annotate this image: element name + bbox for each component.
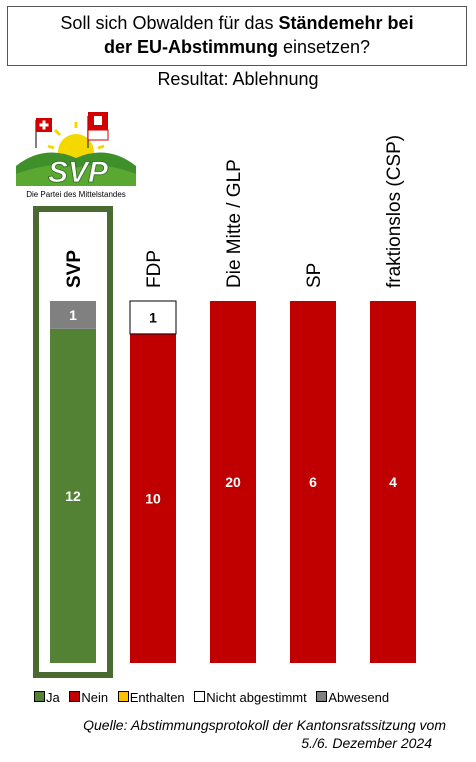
legend-label-enthalten: Enthalten <box>129 690 185 705</box>
data-label-nein-4: 6 <box>309 474 317 490</box>
swiss-flag-icon <box>35 118 52 148</box>
logo-text: SVP <box>48 156 109 189</box>
category-label-2: FDP <box>144 250 165 288</box>
legend-label-abwesend: Abwesend <box>328 690 390 705</box>
bar-nein-4 <box>290 301 336 663</box>
data-label-nein-2: 10 <box>145 490 161 506</box>
data-label-ja-1: 12 <box>65 488 81 504</box>
legend-label-ja: Ja <box>46 690 60 705</box>
source-line-1: Quelle: Abstimmungsprotokoll der Kantons… <box>83 717 446 733</box>
bar-ja-1 <box>50 328 96 663</box>
data-label-nicht-abgestimmt-2: 1 <box>149 309 157 325</box>
bar-nicht-abgestimmt-2 <box>129 300 177 335</box>
legend-item-nein: Nein <box>69 690 108 705</box>
data-label-nein-5: 4 <box>389 474 397 490</box>
legend-swatch-nicht-abgestimmt <box>194 691 206 702</box>
chart-title: Soll sich Obwalden für das Ständemehr be… <box>7 6 467 66</box>
logo-tagline: Die Partei des Mittelstandes <box>26 190 126 199</box>
obwalden-flag-icon <box>87 112 109 148</box>
title-text-2: einsetzen? <box>277 37 371 57</box>
legend-label-nein: Nein <box>81 690 109 705</box>
result-text: Resultat: Ablehnung <box>157 69 319 89</box>
category-label-4: SP <box>304 263 325 288</box>
vote-chart: 12 1 SVP 10 1 FDP 20 Die Mitte / GLP 6 SP 4 fraktio… <box>50 135 416 663</box>
source-line-2: 5./6. Dezember 2024 <box>301 735 432 751</box>
legend-swatch-ja <box>34 691 45 702</box>
title-text-1: Soll sich Obwalden für das <box>60 13 279 33</box>
legend-item-abwesend: Abwesend <box>316 690 389 705</box>
legend-swatch-enthalten <box>117 691 129 702</box>
legend-label-nicht-abgestimmt: Nicht abgestimmt <box>206 690 307 705</box>
title-bold-2: der EU-Abstimmung <box>103 37 278 57</box>
legend-item-ja: Ja <box>34 690 60 705</box>
legend-item-nicht-abgestimmt: Nicht abgestimmt <box>194 690 307 705</box>
category-label-1: SVP <box>64 250 85 288</box>
bar-abwesend-1 <box>50 301 96 329</box>
svp-highlight-frame <box>33 206 113 678</box>
title-bold-1: Ständemehr bei <box>278 13 414 33</box>
bar-nein-2 <box>130 333 176 663</box>
legend-item-enthalten: Enthalten <box>117 690 185 705</box>
bar-nein-3 <box>210 301 256 663</box>
legend-swatch-nein <box>69 691 81 702</box>
bar-nein-5 <box>370 301 416 663</box>
category-label-5: fraktionslos (CSP) <box>384 135 405 288</box>
data-label-abwesend-1: 1 <box>69 307 77 323</box>
svp-logo: SVP Die Partei des Mittelstandes <box>16 112 136 199</box>
data-label-nein-3: 20 <box>225 474 241 490</box>
category-label-3: Die Mitte / GLP <box>224 159 245 288</box>
legend-swatch-abwesend <box>316 691 328 702</box>
legend: Ja Nein Enthalten Nicht abgestimmt Abwes… <box>34 690 395 706</box>
